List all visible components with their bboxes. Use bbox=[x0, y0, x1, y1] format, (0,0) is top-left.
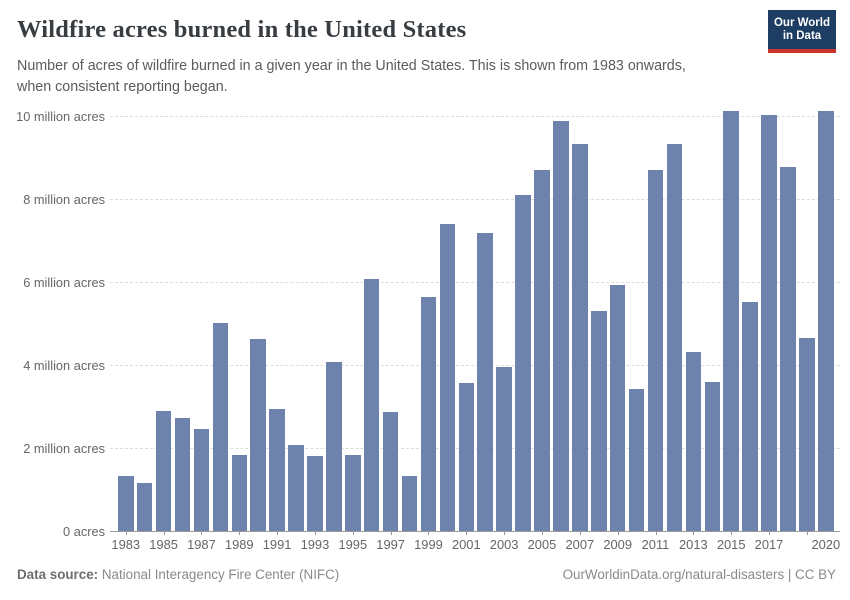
x-axis-tick bbox=[277, 531, 279, 535]
subtitle-line-1: Number of acres of wildfire burned in a … bbox=[17, 58, 686, 74]
x-axis-tick bbox=[806, 531, 808, 535]
bar-2016[interactable] bbox=[742, 302, 758, 531]
x-axis-label: 2017 bbox=[754, 537, 784, 552]
x-axis-label: 1997 bbox=[376, 537, 405, 552]
x-axis-label: 1983 bbox=[111, 537, 141, 552]
bar-1997[interactable] bbox=[382, 412, 399, 531]
bar-2007[interactable] bbox=[572, 143, 588, 531]
gridline bbox=[110, 448, 840, 449]
x-axis-label: 2003 bbox=[489, 537, 519, 552]
x-axis-tick bbox=[655, 531, 657, 535]
bar-1983[interactable] bbox=[118, 476, 134, 531]
bar-2017[interactable] bbox=[761, 114, 777, 531]
bar-2020[interactable] bbox=[818, 111, 834, 531]
x-axis-tick bbox=[352, 531, 354, 535]
x-axis-tick bbox=[314, 531, 316, 535]
x-axis-tick bbox=[579, 531, 581, 535]
x-axis-tick bbox=[428, 531, 430, 535]
x-axis-label: 2013 bbox=[679, 537, 708, 552]
y-axis-label: 8 million acres bbox=[23, 191, 105, 207]
bar-2013[interactable] bbox=[685, 351, 702, 531]
bar-2002[interactable] bbox=[477, 233, 493, 531]
x-axis-tick bbox=[541, 531, 543, 535]
x-axis-tick bbox=[504, 531, 506, 535]
x-axis-label: 1989 bbox=[224, 537, 254, 552]
x-axis-label: 2009 bbox=[603, 537, 632, 552]
x-axis-tick bbox=[163, 531, 165, 535]
bar-1996[interactable] bbox=[363, 279, 380, 531]
data-source-label: Data source: bbox=[17, 567, 99, 582]
bar-1999[interactable] bbox=[420, 297, 437, 531]
bar-2008[interactable] bbox=[591, 311, 607, 531]
chart-subtitle: Number of acres of wildfire burned in a … bbox=[17, 56, 686, 98]
bar-1994[interactable] bbox=[326, 362, 342, 531]
data-source-value: National Interagency Fire Center (NIFC) bbox=[98, 567, 340, 582]
bar-1995[interactable] bbox=[345, 454, 361, 531]
owid-citation-link[interactable]: OurWorldinData.org/natural-disasters | C… bbox=[562, 567, 836, 582]
bar-2000[interactable] bbox=[439, 224, 456, 531]
gridline bbox=[110, 282, 840, 283]
y-axis-label: 10 million acres bbox=[16, 108, 105, 124]
bar-2006[interactable] bbox=[553, 121, 569, 531]
x-axis-label: 2007 bbox=[565, 537, 595, 552]
bar-2015[interactable] bbox=[723, 110, 739, 531]
x-axis-tick bbox=[769, 531, 771, 535]
gridline bbox=[110, 199, 840, 200]
y-axis-label: 0 acres bbox=[63, 523, 105, 539]
x-axis-label: 1993 bbox=[300, 537, 330, 552]
data-source: Data source: National Interagency Fire C… bbox=[17, 567, 339, 582]
logo-text-line-1: Our World bbox=[773, 16, 830, 29]
x-axis-label: 1991 bbox=[262, 537, 292, 552]
bar-1991[interactable] bbox=[269, 408, 285, 531]
bar-2012[interactable] bbox=[666, 143, 683, 531]
x-axis-label: 2011 bbox=[641, 537, 670, 552]
x-axis-tick bbox=[201, 531, 203, 535]
bar-1987[interactable] bbox=[193, 429, 210, 531]
bar-1993[interactable] bbox=[307, 456, 323, 531]
logo-text-line-2: in Data bbox=[782, 29, 822, 42]
bar-2003[interactable] bbox=[496, 366, 512, 531]
x-axis-label: 1999 bbox=[414, 537, 443, 552]
bar-2019[interactable] bbox=[799, 337, 815, 531]
x-axis-tick bbox=[390, 531, 392, 535]
x-axis-line bbox=[110, 530, 840, 532]
subtitle-line-2: when consistent reporting began. bbox=[17, 79, 228, 95]
x-axis-label: 2015 bbox=[716, 537, 746, 552]
bar-2009[interactable] bbox=[609, 285, 626, 531]
x-axis-tick bbox=[693, 531, 695, 535]
gridline bbox=[110, 116, 840, 117]
x-axis-tick bbox=[731, 531, 733, 535]
x-axis-label: 2020 bbox=[811, 537, 841, 552]
x-axis-label: 2005 bbox=[527, 537, 557, 552]
x-axis-tick bbox=[125, 531, 127, 535]
bar-2018[interactable] bbox=[780, 167, 796, 531]
x-axis-tick bbox=[466, 531, 468, 535]
x-axis-tick bbox=[239, 531, 241, 535]
bar-2001[interactable] bbox=[458, 382, 475, 531]
bar-1988[interactable] bbox=[212, 323, 229, 531]
gridline bbox=[110, 365, 840, 366]
owid-logo[interactable]: Our World in Data bbox=[768, 10, 836, 53]
bar-1992[interactable] bbox=[288, 445, 304, 531]
bar-1985[interactable] bbox=[155, 410, 172, 531]
bar-2005[interactable] bbox=[534, 170, 550, 531]
page-title: Wildfire acres burned in the United Stat… bbox=[17, 16, 467, 43]
y-axis-label: 6 million acres bbox=[23, 274, 105, 290]
bar-2014[interactable] bbox=[704, 381, 721, 531]
x-axis-label: 1995 bbox=[338, 537, 368, 552]
bar-2004[interactable] bbox=[515, 194, 531, 531]
bar-2011[interactable] bbox=[647, 169, 664, 531]
x-axis-label: 2001 bbox=[451, 537, 481, 552]
x-axis-label: 1987 bbox=[187, 537, 216, 552]
y-axis-label: 2 million acres bbox=[23, 440, 105, 456]
x-axis-tick bbox=[617, 531, 619, 535]
x-axis-label: 1985 bbox=[149, 537, 178, 552]
bar-1984[interactable] bbox=[136, 483, 153, 531]
y-axis-label: 4 million acres bbox=[23, 357, 105, 373]
bar-1989[interactable] bbox=[231, 455, 248, 531]
bar-1998[interactable] bbox=[401, 475, 418, 531]
bar-1986[interactable] bbox=[174, 418, 191, 531]
bar-2010[interactable] bbox=[628, 389, 645, 531]
bar-1990[interactable] bbox=[250, 339, 266, 531]
